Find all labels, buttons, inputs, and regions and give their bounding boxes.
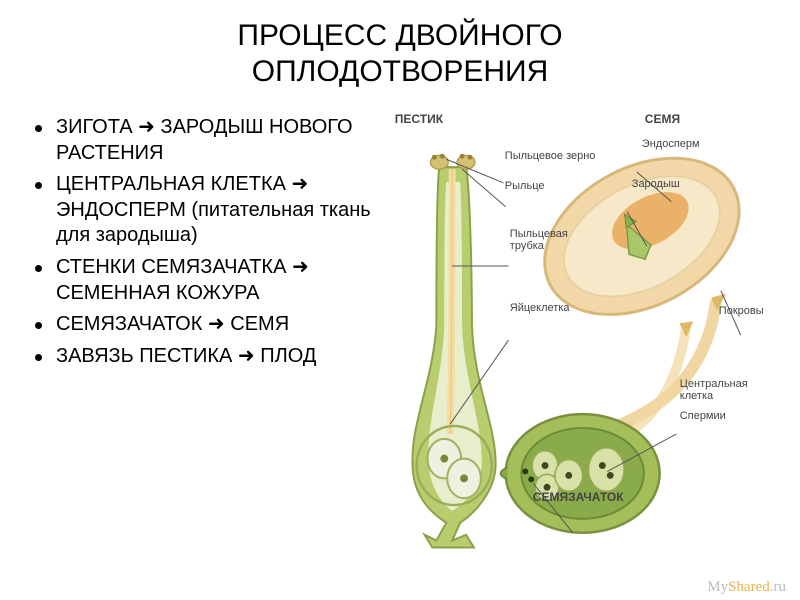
content-area: ЗИГОТА ➜ ЗАРОДЫШ НОВОГО РАСТЕНИЯ ЦЕНТРАЛ… <box>0 100 800 590</box>
bullet-list: ЗИГОТА ➜ ЗАРОДЫШ НОВОГО РАСТЕНИЯ ЦЕНТРАЛ… <box>35 115 385 369</box>
bullet-dot <box>35 125 42 132</box>
bullet-dot <box>35 354 42 361</box>
list-item: СЕМЯЗАЧАТОК ➜ СЕМЯ <box>35 312 385 338</box>
bullet-dot <box>35 182 42 189</box>
label-endosperm: Эндосперм <box>642 138 700 150</box>
label-stigma: Рыльце <box>505 180 545 192</box>
label-embryo: Зародыш <box>632 178 680 190</box>
list-item: СТЕНКИ СЕМЯЗАЧАТКА ➜ СЕМЕННАЯ КОЖУРА <box>35 255 385 306</box>
bullet-text: ЗИГОТА ➜ ЗАРОДЫШ НОВОГО РАСТЕНИЯ <box>56 115 385 166</box>
label-pestik: ПЕСТИК <box>395 112 443 126</box>
label-central-cell: Центральнаяклетка <box>680 378 748 402</box>
bullet-text: ЗАВЯЗЬ ПЕСТИКА ➜ ПЛОД <box>56 344 316 370</box>
slide-title: ПРОЦЕСС ДВОЙНОГО ОПЛОДОТВОРЕНИЯ <box>0 0 800 100</box>
bullet-text: ЦЕНТРАЛЬНАЯ КЛЕТКА ➜ ЭНДОСПЕРМ (питатель… <box>56 172 385 249</box>
label-egg: Яйцеклетка <box>510 302 570 314</box>
bullet-text: СТЕНКИ СЕМЯЗАЧАТКА ➜ СЕМЕННАЯ КОЖУРА <box>56 255 385 306</box>
list-item: ЗИГОТА ➜ ЗАРОДЫШ НОВОГО РАСТЕНИЯ <box>35 115 385 166</box>
label-ovule: СЕМЯЗАЧАТОК <box>533 490 624 504</box>
watermark: MyShared.ru <box>707 579 786 596</box>
list-item: ЗАВЯЗЬ ПЕСТИКА ➜ ПЛОД <box>35 344 385 370</box>
list-item: ЦЕНТРАЛЬНАЯ КЛЕТКА ➜ ЭНДОСПЕРМ (питатель… <box>35 172 385 249</box>
diagram-panel: ПЕСТИК СЕМЯ Пыльцевое зерно Рыльце Пыльц… <box>385 110 780 580</box>
label-covers: Покровы <box>719 305 764 317</box>
label-pollen-tube: Пыльцеваятрубка <box>510 228 568 252</box>
diagram-svg <box>385 110 780 580</box>
label-sperm: Спермии <box>680 410 726 422</box>
label-semya: СЕМЯ <box>645 112 680 126</box>
bullet-text: СЕМЯЗАЧАТОК ➜ СЕМЯ <box>56 312 289 338</box>
bullet-dot <box>35 265 42 272</box>
label-pollen: Пыльцевое зерно <box>505 150 596 162</box>
bullet-list-panel: ЗИГОТА ➜ ЗАРОДЫШ НОВОГО РАСТЕНИЯ ЦЕНТРАЛ… <box>20 110 385 580</box>
bullet-dot <box>35 322 42 329</box>
fertilization-diagram: ПЕСТИК СЕМЯ Пыльцевое зерно Рыльце Пыльц… <box>385 110 780 580</box>
